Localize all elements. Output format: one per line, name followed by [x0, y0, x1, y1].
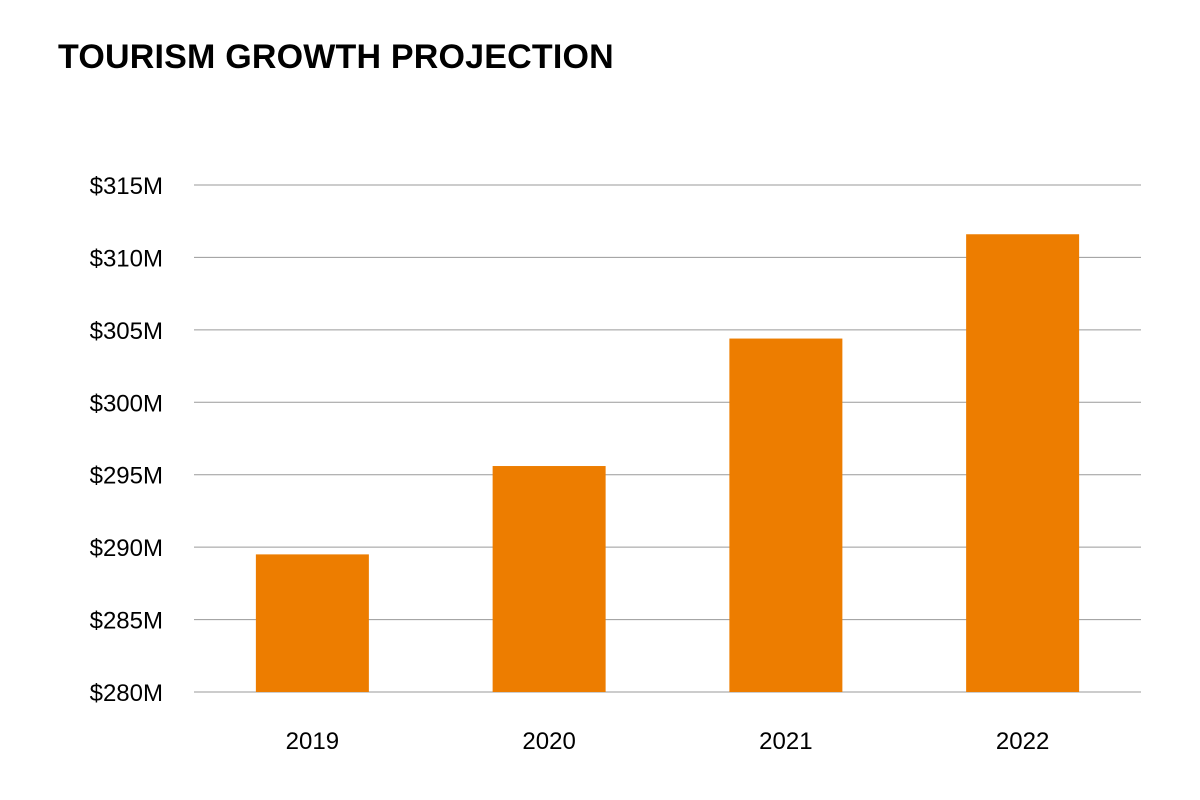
x-tick-label: 2019 [286, 728, 339, 755]
y-tick-label: $280M [90, 680, 163, 707]
x-tick-label: 2021 [759, 728, 812, 755]
y-tick-label: $300M [90, 390, 163, 417]
chart-title: TOURISM GROWTH PROJECTION [58, 38, 614, 76]
x-tick-label: 2022 [996, 728, 1049, 755]
bar-2021 [729, 338, 843, 692]
y-tick-label: $315M [90, 173, 163, 200]
bar-2019 [255, 554, 369, 692]
bar-2022 [966, 234, 1080, 692]
y-tick-label: $310M [90, 245, 163, 272]
y-tick-label: $305M [90, 318, 163, 345]
y-tick-label: $285M [90, 608, 163, 635]
y-tick-label: $295M [90, 463, 163, 490]
bar-2020 [492, 466, 606, 692]
x-tick-label: 2020 [522, 728, 575, 755]
y-tick-label: $290M [90, 535, 163, 562]
